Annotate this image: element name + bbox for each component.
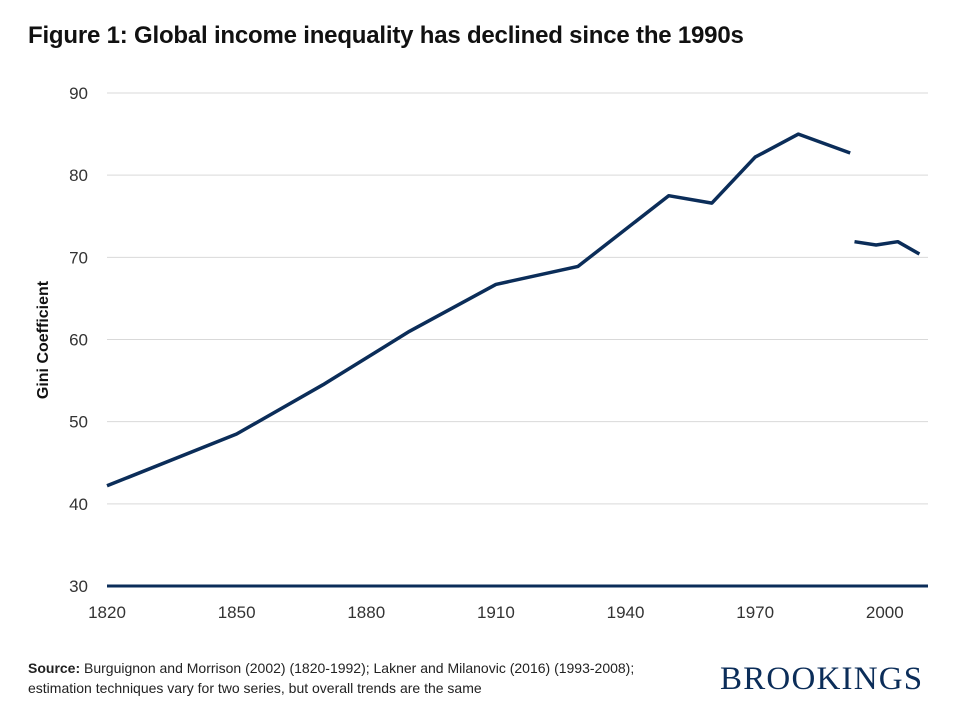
y-tick-label-40: 40 xyxy=(69,495,88,514)
x-tick-label-1910: 1910 xyxy=(477,603,515,622)
y-tick-label-30: 30 xyxy=(69,577,88,596)
y-axis-title: Gini Coefficient xyxy=(35,280,52,399)
line-chart: 30 40 50 60 70 80 90 1820 1850 1880 1910 1940 1970 20… xyxy=(35,84,928,622)
chart-title: Figure 1: Global income inequality has d… xyxy=(28,22,744,49)
x-tick-label-1820: 1820 xyxy=(88,603,126,622)
axes: 30 40 50 60 70 80 90 1820 1850 1880 1910 1940 1970 20… xyxy=(69,84,928,622)
source-label: Source: xyxy=(28,660,81,676)
x-tick-label-1880: 1880 xyxy=(347,603,385,622)
x-tick-label-1940: 1940 xyxy=(607,603,645,622)
gridlines xyxy=(107,92,928,505)
brookings-logo: BROOKINGS xyxy=(720,661,924,697)
y-tick-label-70: 70 xyxy=(69,248,88,267)
x-tick-label-1970: 1970 xyxy=(736,603,774,622)
source-text: Burguignon and Morrison (2002) (1820-199… xyxy=(28,660,635,696)
source-note: Source: Burguignon and Morrison (2002) (… xyxy=(28,658,678,698)
y-tick-label-50: 50 xyxy=(69,413,88,432)
y-tick-label-90: 90 xyxy=(69,84,88,103)
series-lines xyxy=(106,132,921,488)
x-tick-label-1850: 1850 xyxy=(218,603,256,622)
series-line-2 xyxy=(854,239,921,256)
y-tick-label-60: 60 xyxy=(69,331,88,350)
x-tick-label-2000: 2000 xyxy=(866,603,904,622)
series-line-1 xyxy=(106,132,851,488)
y-tick-label-80: 80 xyxy=(69,166,88,185)
